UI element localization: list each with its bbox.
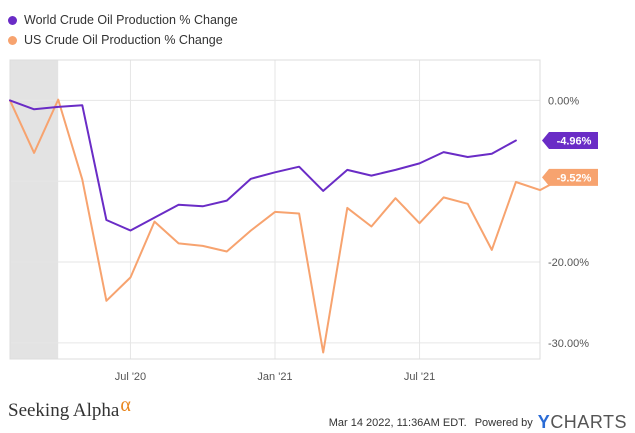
y-tick-label: 0.00% — [548, 95, 579, 107]
x-tick-label: Jul '21 — [404, 371, 435, 383]
powered-by-label: Powered by — [474, 416, 533, 429]
brand-name: Seeking Alpha — [8, 400, 120, 421]
series-line-world — [9, 99, 517, 232]
x-tick-label: Jan '21 — [257, 371, 292, 383]
ycharts-logo[interactable]: YCHARTS — [538, 412, 627, 433]
legend-dot-us — [8, 35, 17, 45]
chart-legend: World Crude Oil Production % Change US C… — [8, 10, 238, 50]
y-tick-label: -20.00% — [548, 257, 589, 269]
x-tick-label: Jul '20 — [115, 371, 146, 383]
shaded-region — [10, 60, 59, 359]
end-label-flag-world — [542, 131, 598, 149]
ycharts-y-icon: Y — [537, 412, 551, 432]
legend-dot-world — [8, 15, 17, 25]
end-label-flag-us — [542, 168, 598, 186]
ycharts-wordmark: CHARTS — [550, 412, 627, 432]
legend-item-world[interactable]: World Crude Oil Production % Change — [8, 10, 238, 30]
y-tick-label: -30.00% — [548, 338, 589, 350]
legend-item-us[interactable]: US Crude Oil Production % Change — [8, 30, 238, 50]
seeking-alpha-logo[interactable]: Seeking Alpha α — [8, 394, 131, 422]
end-label-world: -4.96% — [557, 135, 592, 147]
timestamp: Mar 14 2022, 11:36AM EDT. — [328, 416, 467, 429]
end-label-us: -9.52% — [557, 172, 592, 184]
legend-label-world: World Crude Oil Production % Change — [24, 13, 238, 27]
legend-label-us: US Crude Oil Production % Change — [24, 33, 223, 47]
chart-footer: Mar 14 2022, 11:36AM EDT. Powered by YCH… — [329, 412, 627, 433]
alpha-icon: α — [120, 394, 131, 416]
series-line-us — [9, 98, 566, 354]
plot-border — [9, 59, 541, 360]
